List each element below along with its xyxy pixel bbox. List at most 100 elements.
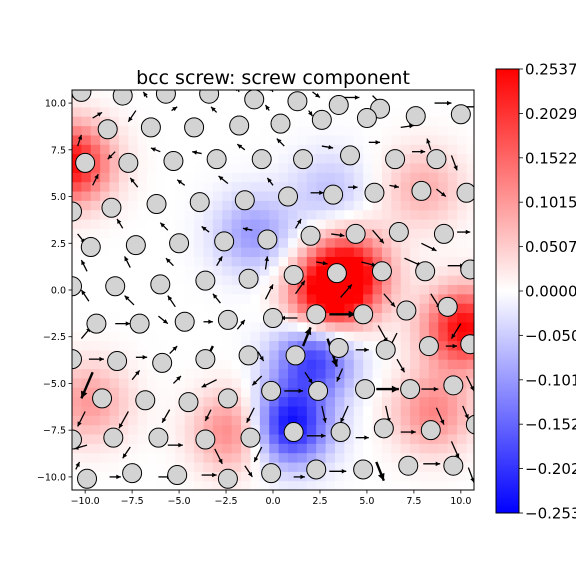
- heatmap-cell: [334, 480, 345, 490]
- heatmap-cell: [344, 209, 355, 220]
- heatmap-cell: [118, 387, 129, 398]
- atom: [146, 194, 167, 215]
- heatmap-cell: [391, 190, 402, 201]
- heatmap-cell: [137, 443, 148, 454]
- heatmap-cell: [212, 340, 223, 351]
- atom: [97, 119, 118, 140]
- heatmap-cell: [457, 228, 468, 239]
- heatmap-cell: [231, 218, 242, 229]
- heatmap-cell: [447, 97, 458, 108]
- displacement-arrow: [218, 175, 229, 184]
- heatmap-cell: [184, 90, 195, 99]
- heatmap-cell: [100, 218, 111, 229]
- heatmap-cell: [288, 340, 299, 351]
- heatmap-cell: [175, 228, 186, 239]
- heatmap-cell: [372, 116, 383, 127]
- heatmap-cell: [118, 331, 129, 342]
- heatmap-cell: [457, 237, 468, 248]
- heatmap-cell: [306, 293, 317, 304]
- displacement-arrow: [467, 467, 474, 483]
- heatmap-cell: [419, 228, 430, 239]
- heatmap-cell: [363, 443, 374, 454]
- heatmap-cell: [278, 265, 289, 276]
- heatmap-cell: [231, 153, 242, 164]
- atom: [311, 109, 332, 130]
- heatmap-cell: [353, 480, 364, 490]
- heatmap-cell: [156, 116, 167, 127]
- heatmap-cell: [184, 443, 195, 454]
- heatmap-cell: [372, 443, 383, 454]
- heatmap-cell: [325, 387, 336, 398]
- heatmap-cell: [297, 125, 308, 136]
- heatmap-cell: [128, 349, 139, 360]
- heatmap-cell: [100, 181, 111, 192]
- heatmap-cell: [81, 415, 92, 426]
- heatmap-cell: [156, 452, 167, 463]
- heatmap-cell: [212, 181, 223, 192]
- heatmap-cell: [428, 396, 439, 407]
- heatmap-cell: [363, 331, 374, 342]
- heatmap-cell: [400, 396, 411, 407]
- atom: [103, 427, 124, 448]
- heatmap-cell: [410, 368, 421, 379]
- heatmap-cell: [278, 480, 289, 490]
- displacement-arrow: [116, 218, 124, 229]
- heatmap-cell: [344, 433, 355, 444]
- heatmap-cell: [400, 190, 411, 201]
- heatmap-cell: [419, 125, 430, 136]
- heatmap-cell: [241, 153, 252, 164]
- heatmap-cell: [222, 359, 233, 370]
- heatmap-cell: [147, 368, 158, 379]
- heatmap-cell: [428, 190, 439, 201]
- heatmap-cell: [297, 461, 308, 472]
- heatmap-cell: [334, 153, 345, 164]
- heatmap-cell: [438, 461, 449, 472]
- heatmap-cell: [381, 471, 392, 482]
- heatmap-cell: [147, 106, 158, 117]
- heatmap-cell: [147, 377, 158, 388]
- heatmap-cell: [203, 256, 214, 267]
- heatmap-cell: [203, 452, 214, 463]
- heatmap-cell: [419, 116, 430, 127]
- heatmap-cell: [457, 433, 468, 444]
- heatmap-cell: [259, 359, 270, 370]
- heatmap-cell: [419, 256, 430, 267]
- heatmap-cell: [269, 452, 280, 463]
- atom: [308, 380, 329, 401]
- heatmap-cell: [72, 247, 82, 257]
- heatmap-cell: [400, 134, 411, 145]
- colorbar: 0.25370.20290.15220.10150.05070.0000−0.0…: [495, 61, 576, 523]
- heatmap-cell: [419, 443, 430, 454]
- heatmap-cell: [410, 443, 421, 454]
- heatmap-cell: [165, 134, 176, 145]
- heatmap-cell: [297, 200, 308, 211]
- heatmap-cell: [231, 452, 242, 463]
- x-axis: −10.0 −7.5 −5.0 −2.5 0.0 2.5 5.0 7.5 10.0: [71, 490, 471, 507]
- heatmap-cell: [72, 190, 82, 201]
- heatmap-cell: [72, 265, 82, 276]
- heatmap-cell: [128, 190, 139, 201]
- heatmap-cell: [278, 377, 289, 388]
- displacement-arrow: [450, 155, 458, 171]
- atom: [371, 261, 392, 282]
- heatmap-cell: [334, 359, 345, 370]
- displacement-arrow: [383, 293, 396, 308]
- heatmap-cell: [334, 181, 345, 192]
- heatmap-cell: [203, 218, 214, 229]
- heatmap-cell: [72, 106, 82, 117]
- displacement-arrow: [312, 91, 321, 98]
- heatmap-cell: [147, 209, 158, 220]
- heatmap-cell: [410, 359, 421, 370]
- heatmap-cell: [250, 312, 261, 323]
- heatmap-cell: [400, 116, 411, 127]
- heatmap-cell: [222, 433, 233, 444]
- heatmap-cell: [165, 443, 176, 454]
- heatmap-cell: [81, 106, 92, 117]
- heatmap-cell: [372, 321, 383, 332]
- heatmap-cell: [222, 247, 233, 257]
- heatmap-cell: [184, 275, 195, 285]
- heatmap-cell: [306, 452, 317, 463]
- displacement-arrow: [203, 319, 213, 325]
- heatmap-cell: [466, 275, 474, 285]
- heatmap-cell: [100, 228, 111, 239]
